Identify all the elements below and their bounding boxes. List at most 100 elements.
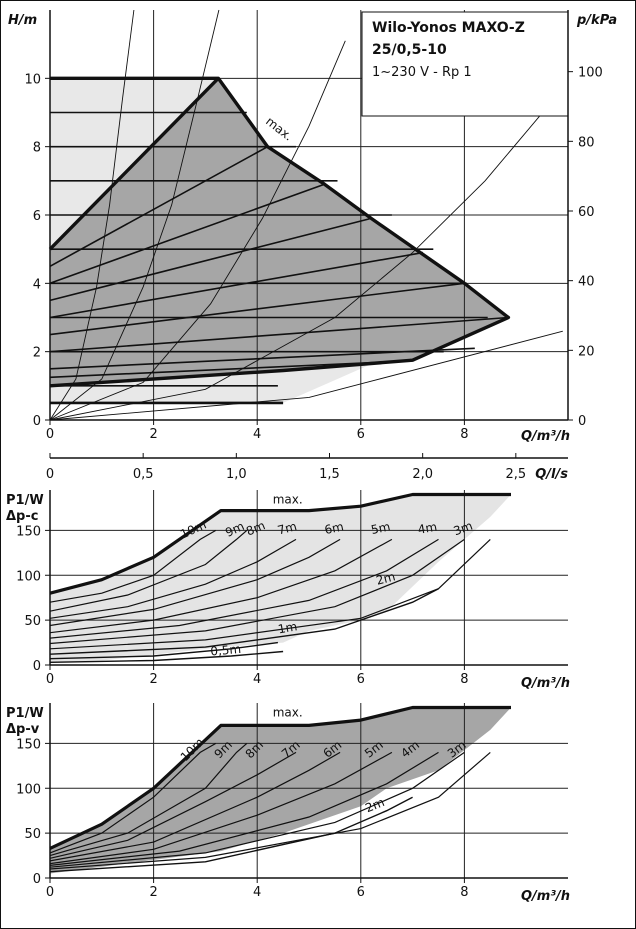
x-tick-label-0: 0	[46, 672, 54, 687]
curve-label-10: 0,5m	[210, 642, 242, 659]
power-curve-5	[49, 751, 439, 866]
y-tick-label-2: 100	[16, 569, 41, 584]
system-curve-3	[49, 88, 564, 421]
y-axis-label-line-1: P1/W	[6, 706, 44, 721]
ls-tick-label-5: 2,5	[505, 467, 526, 482]
y-tick-label-0: 0	[33, 659, 41, 674]
max-curve	[49, 76, 511, 388]
dpc-boundary-line	[48, 77, 220, 251]
x-tick-label-1: 2	[149, 885, 157, 900]
power-max-label: max.	[273, 492, 303, 506]
power-curve-8	[49, 588, 439, 655]
y-tick-label-5: 10	[24, 72, 41, 87]
max-label: max.	[263, 114, 295, 143]
x-tick-label-4: 8	[460, 427, 468, 442]
y2-tick-label-5: 100	[578, 66, 603, 81]
power-curve-10	[49, 650, 284, 663]
y2-tick-label-0: 0	[578, 414, 586, 429]
power-curve-7	[49, 751, 491, 870]
ls-tick-label-2: 1,0	[226, 467, 247, 482]
ls-tick-label-3: 1,5	[319, 467, 340, 482]
y-tick-label-1: 50	[24, 614, 41, 629]
y-axis-label: H/m	[8, 13, 37, 28]
title-box	[361, 11, 569, 117]
system-curve-2	[49, 40, 346, 421]
curve-label-4: 6m	[323, 519, 345, 537]
curve-label-8: 2m	[363, 795, 386, 815]
x-tick-label-3: 6	[357, 672, 365, 687]
curve-label-8: 2m	[375, 569, 397, 588]
y-tick-label-3: 6	[33, 209, 41, 224]
y-axis-label-line-2: Δp-v	[6, 722, 40, 737]
y2-tick-label-4: 80	[578, 135, 595, 150]
power-curve-0	[49, 529, 217, 603]
y-tick-label-0: 0	[33, 872, 41, 887]
curve-label-7: 3m	[452, 519, 475, 539]
x-tick-label-0: 0	[46, 427, 54, 442]
y2-tick-label-3: 60	[578, 205, 595, 220]
ls-tick-label-1: 0,5	[133, 467, 154, 482]
y2-tick-label-1: 20	[578, 344, 595, 359]
dpv-line-2	[49, 217, 372, 302]
y-tick-label-2: 100	[16, 782, 41, 797]
curve-label-6: 4m	[417, 520, 438, 537]
dpv-line-7	[49, 361, 387, 379]
x-tick-label-2: 4	[253, 885, 261, 900]
system-curve-4	[49, 330, 563, 421]
x-tick-label-4: 8	[460, 885, 468, 900]
power-curve-4	[49, 751, 393, 865]
power-curve-3	[49, 538, 341, 627]
y-tick-label-0: 0	[33, 414, 41, 429]
x-axis-label: Q/m³/h	[521, 676, 570, 691]
power-max-curve	[49, 492, 511, 595]
x-tick-label-3: 6	[357, 427, 365, 442]
y-tick-label-3: 150	[16, 524, 41, 539]
ls-tick-label-4: 2,0	[412, 467, 433, 482]
power-curve-6	[49, 538, 465, 645]
title-line-2: 25/0,5-10	[372, 42, 447, 58]
curve-label-9: 1m	[277, 619, 298, 636]
x-tick-label-2: 4	[253, 672, 261, 687]
x-tick-label-3: 6	[357, 885, 365, 900]
y-tick-label-3: 150	[16, 737, 41, 752]
y-axis-label-line-2: Δp-c	[6, 509, 38, 524]
ls-axis-label: Q/l/s	[535, 467, 568, 482]
y-tick-label-1: 2	[33, 346, 41, 361]
dpv-line-4	[49, 282, 465, 336]
x-tick-label-1: 2	[149, 672, 157, 687]
head-flow-chart: max. Wilo-Yonos MAXO-Z 25/0,5-10 1~230 V - …	[8, 9, 617, 444]
y-tick-label-4: 8	[33, 141, 41, 156]
power-curve-3	[49, 751, 341, 862]
y-tick-label-1: 50	[24, 827, 41, 842]
power-curve-7	[49, 538, 491, 650]
power-area	[50, 707, 511, 874]
power-curve-8	[49, 796, 413, 873]
power-curve-9	[49, 641, 278, 660]
x-tick-label-1: 2	[149, 427, 157, 442]
title-line-1: Wilo-Yonos MAXO-Z	[372, 20, 525, 36]
ls-tick-label-0: 0	[46, 467, 54, 482]
y-tick-label-2: 4	[33, 277, 41, 292]
dpv-line-1	[49, 183, 325, 285]
power-curve-1	[49, 529, 248, 612]
power-curve-1	[49, 742, 248, 857]
curve-label-5: 5m	[370, 519, 392, 537]
title-subtitle: 1~230 V - Rp 1	[372, 65, 472, 80]
dpv-line-3	[49, 251, 424, 319]
y2-axis-label: p/kPa	[576, 13, 617, 28]
dpv-line-5	[49, 316, 509, 353]
power-max-curve	[49, 705, 511, 850]
power-curve-0	[49, 742, 217, 854]
dpv-line-6	[49, 347, 475, 370]
power-curve-2	[49, 538, 297, 619]
dpc-range-area	[50, 78, 509, 386]
y2-tick-label-2: 40	[578, 275, 595, 290]
power-curve-4	[49, 538, 393, 634]
dpv-line-0	[49, 145, 268, 268]
power-curve-6	[49, 751, 465, 868]
curve-label-2: 8m	[244, 518, 267, 538]
